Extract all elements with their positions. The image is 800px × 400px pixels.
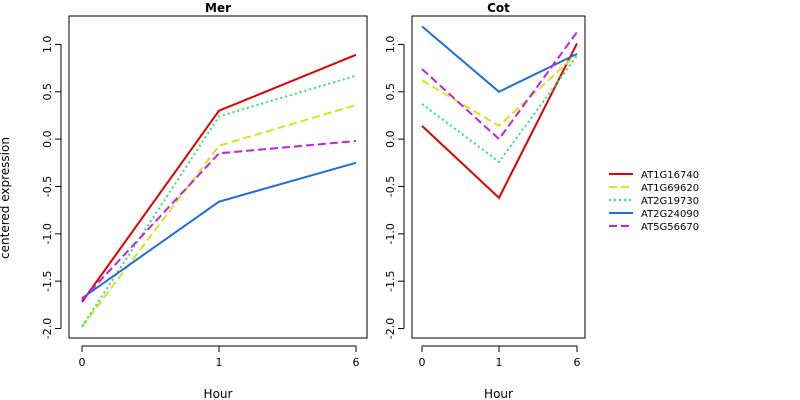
series-line-at1g16740 (81, 53, 357, 303)
panels: Mer -2.0 -1.5 -1.0 -0.5 0.0 0.5 1.0 0 1 6 Hour Cot -2… (41, 1, 586, 400)
y-axis-title: centered expression (0, 137, 12, 259)
y-tick-label: 0.0 (41, 130, 54, 148)
series-line-at2g24090 (421, 25, 578, 93)
legend-label: AT5G56670 (641, 222, 699, 233)
y-tick-label: 1.0 (41, 36, 54, 54)
panel-title: Cot (487, 1, 510, 15)
y-tick-label: -1.5 (41, 270, 54, 291)
legend-item: AT2G24090 (609, 209, 699, 220)
y-tick-label: -0.5 (384, 176, 397, 197)
x-axis-title: Hour (484, 387, 513, 400)
legend-item: AT2G19730 (609, 196, 699, 207)
y-tick-label: 0.5 (41, 83, 54, 101)
x-tick-label: 6 (574, 356, 581, 369)
y-tick-label: -2.0 (384, 318, 397, 339)
panel-mer: Mer -2.0 -1.5 -1.0 -0.5 0.0 0.5 1.0 0 1 6 Hour (41, 1, 368, 400)
x-tick-label: 1 (496, 356, 503, 369)
series-line-at1g69620 (421, 53, 578, 128)
series-line-at5g56670 (421, 31, 578, 141)
panel-title: Mer (205, 1, 231, 15)
y-tick-label: 1.0 (384, 36, 397, 54)
plot-frame (411, 15, 586, 339)
series-line-at2g24090 (81, 161, 357, 300)
legend-label: AT1G69620 (641, 183, 699, 194)
legend-item: AT5G56670 (609, 222, 699, 233)
y-tick-label: -1.0 (41, 223, 54, 244)
legend-label: AT2G24090 (641, 209, 699, 220)
series-line-at2g19730 (421, 55, 578, 164)
series-line-at5g56670 (81, 140, 357, 301)
y-tick-label: -1.5 (384, 270, 397, 291)
plot-frame (68, 15, 368, 339)
x-tick-label: 0 (419, 356, 426, 369)
y-tick-label: -1.0 (384, 223, 397, 244)
x-tick-label: 6 (353, 356, 360, 369)
y-tick-label: -0.5 (41, 176, 54, 197)
y-tick-label: -2.0 (41, 318, 54, 339)
legend: AT1G16740 AT1G69620 AT2G19730 AT2G24090 AT5G… (609, 170, 699, 233)
legend-label: AT2G19730 (641, 196, 699, 207)
series-line-at1g16740 (421, 43, 578, 200)
y-tick-label: 0.5 (384, 83, 397, 101)
y-tick-label: 0.0 (384, 130, 397, 148)
series-line-at2g19730 (81, 74, 357, 328)
series-line-at1g69620 (81, 104, 357, 328)
legend-label: AT1G16740 (641, 170, 699, 181)
legend-item: AT1G16740 (609, 170, 699, 181)
legend-item: AT1G69620 (609, 183, 699, 194)
x-axis-title: Hour (204, 387, 233, 400)
panel-cot: Cot -2.0 -1.5 -1.0 -0.5 0.0 0.5 1.0 0 1 6 Hour (384, 1, 586, 400)
x-tick-label: 1 (216, 356, 223, 369)
x-tick-label: 0 (79, 356, 86, 369)
